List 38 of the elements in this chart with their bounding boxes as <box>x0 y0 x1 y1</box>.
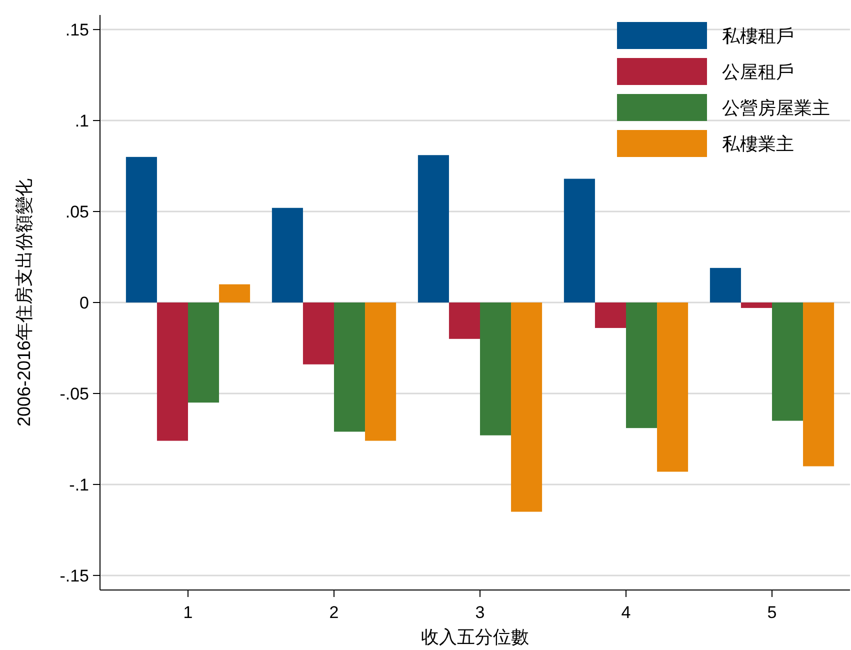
bar <box>480 302 512 436</box>
bar <box>564 178 595 302</box>
bar <box>188 302 220 403</box>
legend-label: 私樓租戶 <box>722 26 794 46</box>
y-tick-label: -.05 <box>60 384 89 404</box>
y-axis-title: 2006-2016年住房支出份額變化 <box>14 178 34 427</box>
legend-label: 私樓業主 <box>722 134 794 154</box>
legend-label: 公營房屋業主 <box>722 98 830 118</box>
bar <box>626 302 658 428</box>
x-tick-label: 4 <box>621 603 631 622</box>
bar <box>126 156 157 302</box>
x-axis-title: 收入五分位數 <box>421 627 529 647</box>
y-tick-label: -.1 <box>69 475 89 494</box>
y-tick-label: -.15 <box>60 566 89 586</box>
y-tick-label: .05 <box>65 202 89 222</box>
bar <box>772 302 804 421</box>
y-tick-label: 0 <box>80 294 89 312</box>
x-tick-label: 2 <box>329 603 339 622</box>
bar <box>334 302 366 432</box>
bar <box>740 302 772 308</box>
bar <box>272 208 303 302</box>
x-tick-label: 5 <box>767 603 777 622</box>
y-tick-label: .1 <box>74 112 89 131</box>
bar <box>156 302 188 441</box>
bar <box>657 302 688 472</box>
y-tick-label: .15 <box>65 20 89 40</box>
bar <box>803 302 834 466</box>
bar <box>365 302 396 441</box>
bar <box>511 302 542 512</box>
bar <box>418 155 449 302</box>
bar <box>219 284 250 302</box>
bar <box>594 302 626 328</box>
bar <box>302 302 334 364</box>
legend-label: 公屋租戶 <box>722 62 794 82</box>
bar <box>710 268 741 302</box>
x-tick-label: 1 <box>183 603 193 622</box>
bar <box>448 302 480 339</box>
x-tick-label: 3 <box>475 603 485 622</box>
